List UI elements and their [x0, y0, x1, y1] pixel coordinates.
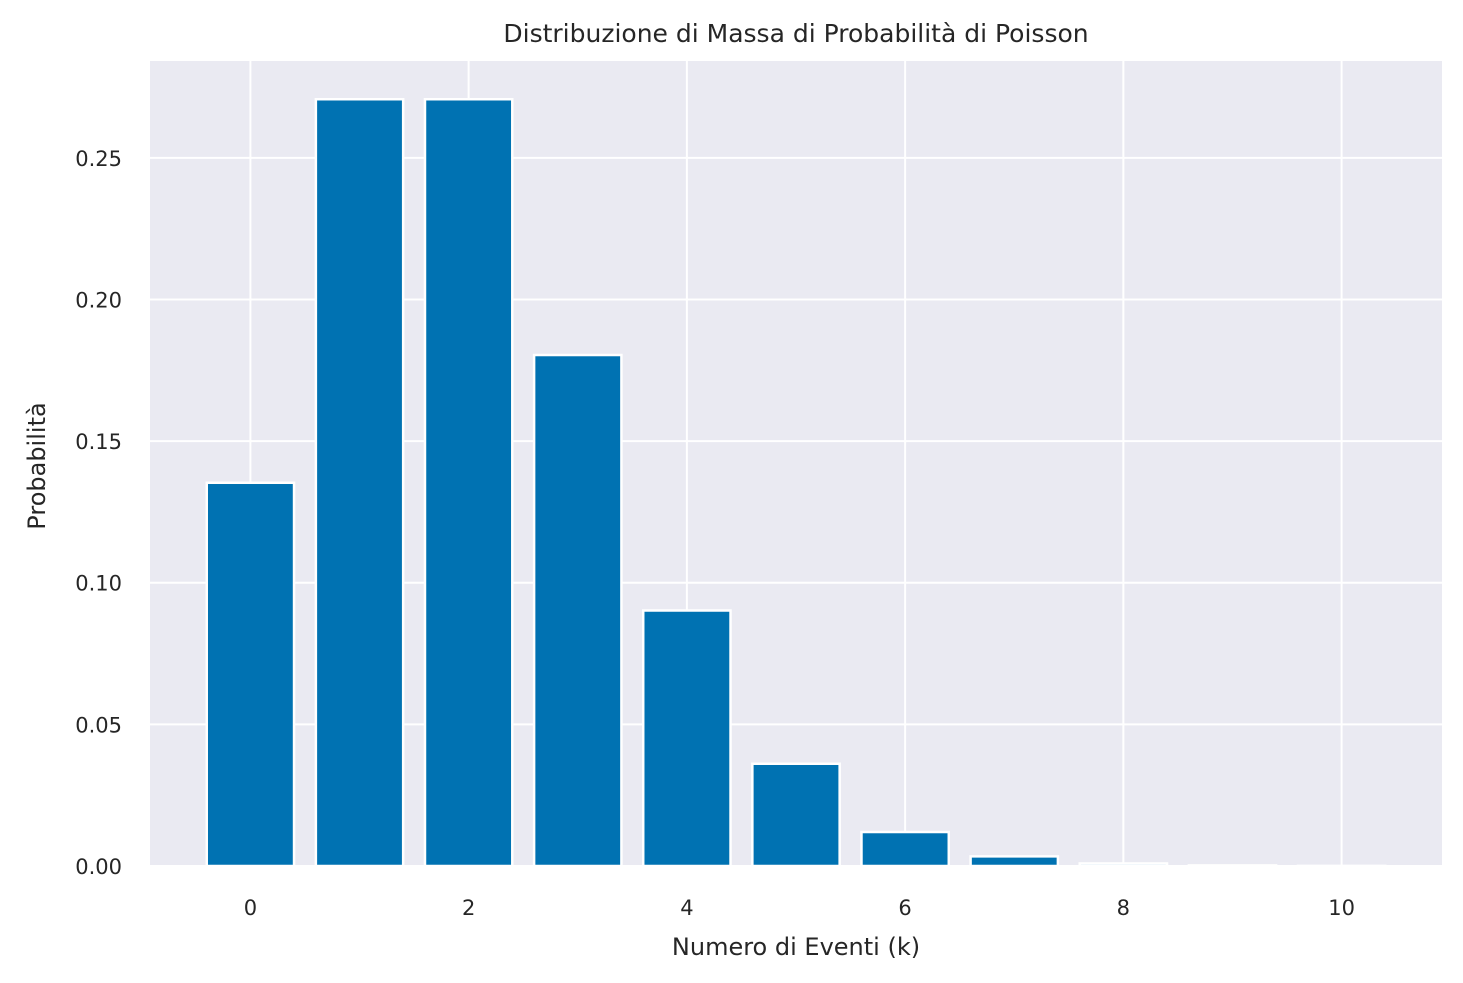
bars-group	[205, 97, 1387, 868]
y-tick-label: 0.00	[75, 855, 122, 879]
bar-k-6	[860, 830, 951, 868]
y-tick-label: 0.15	[75, 430, 122, 454]
x-tick-labels: 0 2 4 6 8 10	[244, 896, 1355, 920]
bar-k-2	[423, 97, 514, 868]
bar-k-7	[969, 855, 1060, 868]
bar-k-8	[1078, 862, 1169, 868]
bar-k-4	[641, 609, 732, 868]
y-axis-title: Probabilità	[23, 402, 51, 529]
y-tick-label: 0.10	[75, 572, 122, 596]
x-tick-label: 2	[462, 896, 475, 920]
bar-k-3	[532, 353, 623, 868]
y-tick-label: 0.25	[75, 147, 122, 171]
x-tick-label: 8	[1117, 896, 1130, 920]
x-tick-label: 0	[244, 896, 257, 920]
bar-k-5	[751, 762, 841, 868]
x-tick-label: 6	[898, 896, 911, 920]
y-tick-labels: 0.00 0.05 0.10 0.15 0.20 0.25	[75, 147, 122, 879]
y-tick-label: 0.05	[75, 713, 122, 737]
x-tick-label: 4	[680, 896, 693, 920]
x-tick-label: 10	[1328, 896, 1355, 920]
bar-k-0	[205, 481, 296, 868]
y-tick-label: 0.20	[75, 288, 122, 312]
bar-k-9	[1187, 864, 1278, 868]
chart-title: Distribuzione di Massa di Probabilità di…	[503, 19, 1088, 48]
bar-k-1	[314, 97, 405, 868]
x-axis-title: Numero di Eventi (k)	[672, 933, 920, 961]
